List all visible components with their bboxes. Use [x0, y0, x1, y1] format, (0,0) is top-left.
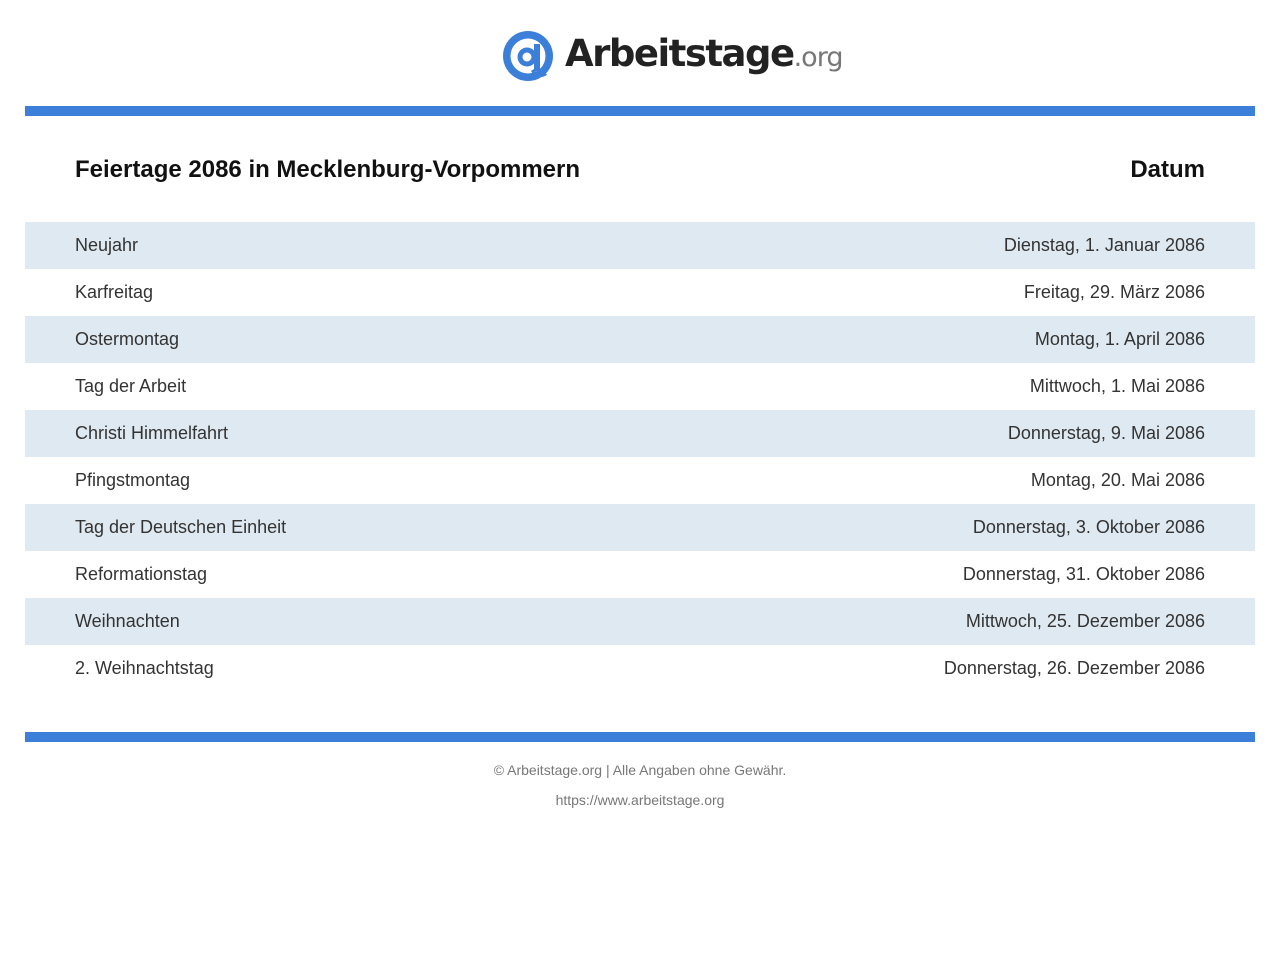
- table-row: Weihnachten Mittwoch, 25. Dezember 2086: [25, 598, 1255, 645]
- holiday-date: Donnerstag, 26. Dezember 2086: [943, 658, 1205, 678]
- holiday-date: Dienstag, 1. Januar 2086: [1003, 235, 1205, 255]
- holiday-name: Tag der Arbeit: [75, 376, 187, 396]
- site-logo[interactable]: Arbeitstage.org: [503, 28, 844, 84]
- table-row: Christi Himmelfahrt Donnerstag, 9. Mai 20…: [25, 410, 1255, 457]
- table-row: Tag der Deutschen Einheit Donnerstag, 3. …: [25, 504, 1255, 551]
- table-row: Ostermontag Montag, 1. April 2086: [25, 316, 1255, 363]
- page-title: Feiertage 2086 in Mecklenburg-Vorpommern: [75, 156, 581, 183]
- table-row: Reformationstag Donnerstag, 31. Oktober 2…: [25, 551, 1255, 598]
- bottom-divider-bar: [25, 732, 1255, 742]
- table-row: Karfreitag Freitag, 29. März 2086: [25, 269, 1255, 316]
- holiday-date: Mittwoch, 1. Mai 2086: [1029, 376, 1205, 396]
- table-row: Tag der Arbeit Mittwoch, 1. Mai 2086: [25, 363, 1255, 410]
- at-sign-icon: [503, 31, 553, 81]
- holiday-date: Donnerstag, 31. Oktober 2086: [962, 564, 1205, 584]
- logo-wordmark: Arbeitstage.org: [565, 28, 844, 84]
- holiday-name: Neujahr: [75, 235, 139, 255]
- holiday-name: Christi Himmelfahrt: [75, 423, 229, 443]
- footer-url[interactable]: https://www.arbeitstage.org: [555, 792, 725, 808]
- logo-tld: .org: [793, 42, 844, 73]
- logo-name: Arbeitstage: [565, 32, 795, 75]
- holiday-date: Montag, 1. April 2086: [1034, 329, 1205, 349]
- holiday-name: Reformationstag: [75, 564, 208, 584]
- holiday-name: Pfingstmontag: [75, 470, 191, 490]
- holiday-name: Karfreitag: [75, 282, 154, 302]
- table-row: 2. Weihnachtstag Donnerstag, 26. Dezember…: [25, 645, 1255, 692]
- holiday-list: Neujahr Dienstag, 1. Januar 2086 Karfreita…: [25, 222, 1255, 692]
- footer-copyright: © Arbeitstage.org | Alle Angaben ohne Ge…: [493, 762, 787, 778]
- table-row: Neujahr Dienstag, 1. Januar 2086: [25, 222, 1255, 269]
- holiday-name: Tag der Deutschen Einheit: [75, 517, 287, 537]
- table-row: Pfingstmontag Montag, 20. Mai 2086: [25, 457, 1255, 504]
- table-header: Feiertage 2086 in Mecklenburg-Vorpommern…: [75, 152, 1205, 188]
- holiday-date: Donnerstag, 9. Mai 2086: [1007, 423, 1205, 443]
- holiday-name: Weihnachten: [75, 611, 180, 631]
- holiday-date: Mittwoch, 25. Dezember 2086: [965, 611, 1205, 631]
- holiday-name: Ostermontag: [75, 329, 180, 349]
- holiday-date: Freitag, 29. März 2086: [1023, 282, 1205, 302]
- holiday-date: Montag, 20. Mai 2086: [1030, 470, 1205, 490]
- holiday-name: 2. Weihnachtstag: [75, 658, 214, 678]
- top-divider-bar: [25, 106, 1255, 116]
- holiday-date: Donnerstag, 3. Oktober 2086: [972, 517, 1205, 537]
- date-column-header: Datum: [1130, 156, 1205, 183]
